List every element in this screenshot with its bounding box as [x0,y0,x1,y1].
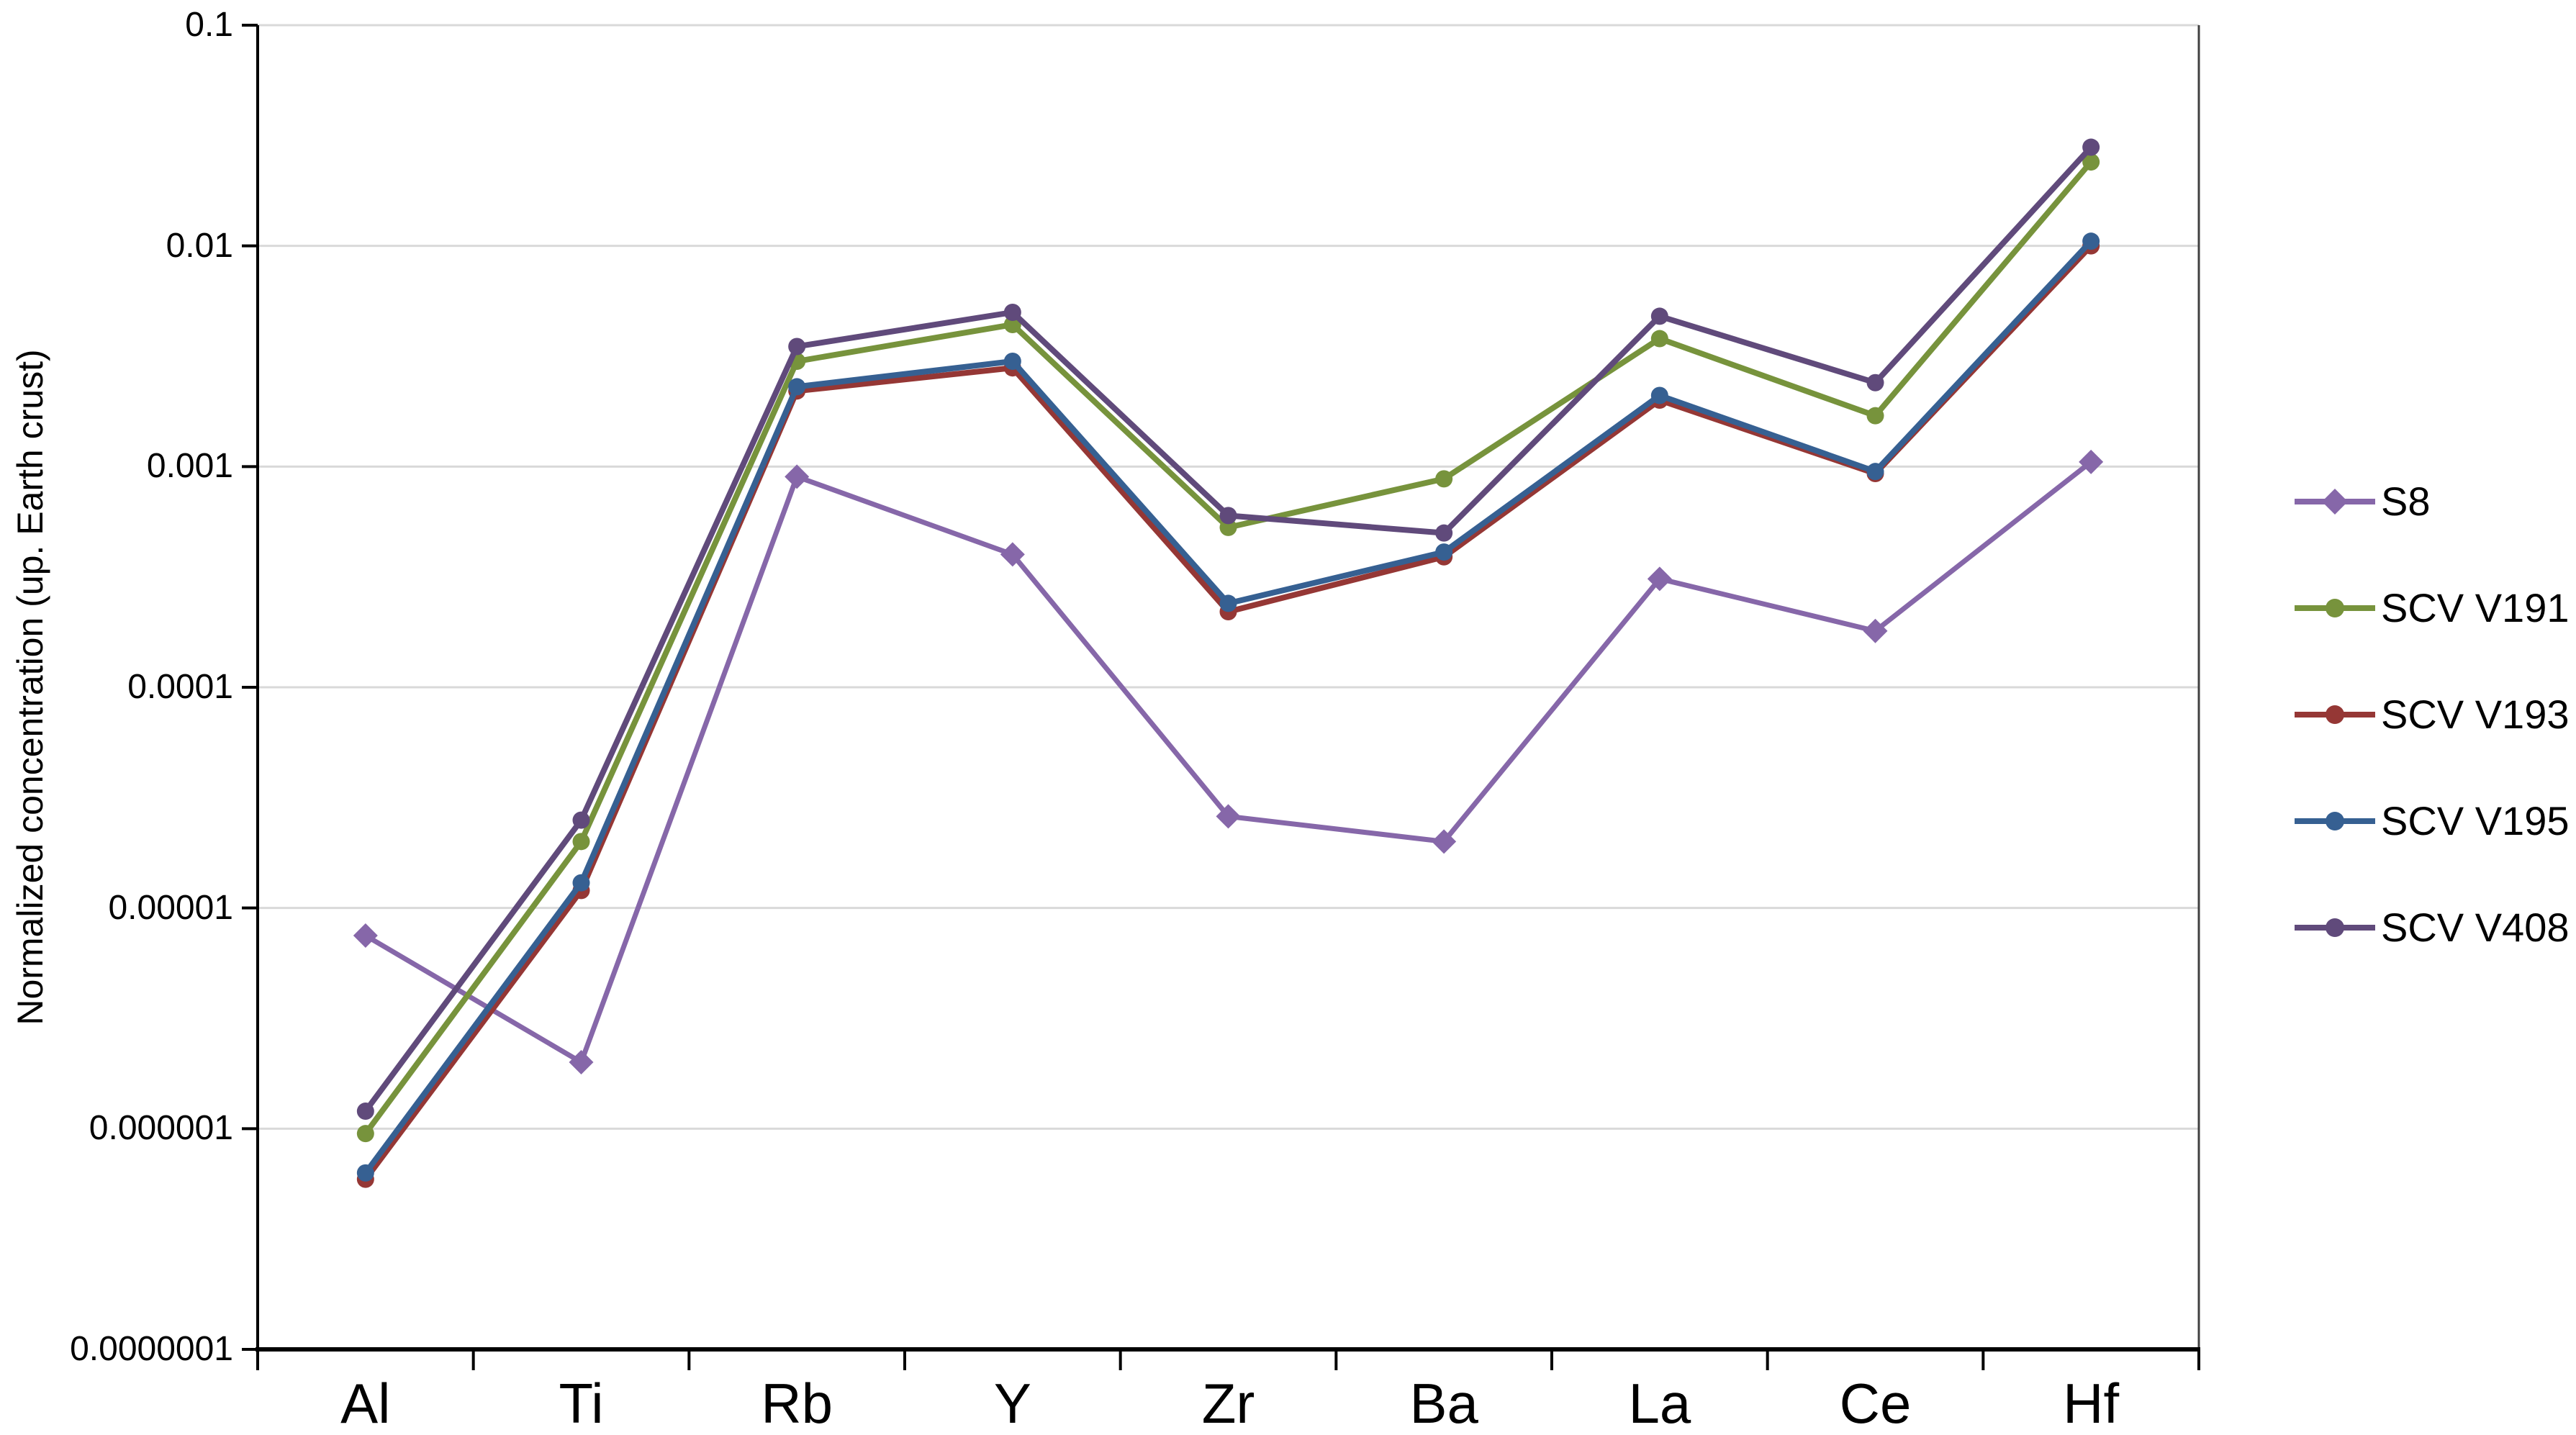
line-circle-marker-icon [2295,812,2375,830]
x-tick-label: Hf [2063,1372,2120,1435]
data-point-SCV-V195-Al [356,1164,374,1182]
line-diamond-marker-icon [2295,489,2375,515]
legend-item: SCV V408 [2293,905,2570,951]
x-tick-label: Zr [1201,1372,1255,1435]
data-point-SCV-V191-Zr [1219,518,1237,536]
data-point-SCV-V408-Ti [572,811,590,829]
data-point-SCV-V408-Hf [2082,138,2100,156]
data-point-SCV-V191-Hf [2082,153,2100,171]
data-point-SCV-V408-Y [1003,303,1021,321]
series-line-SCV-V195 [363,239,2094,1175]
data-point-SCV-V191-Ba [1435,470,1453,488]
circle-marker-icon [2326,918,2344,937]
y-tick-label: 0.0000001 [70,1330,233,1368]
data-point-SCV-V191-Ce [1866,407,1884,425]
data-point-SCV-V195-Hf [2082,232,2100,250]
legend-item-label: S8 [2381,479,2431,524]
circle-marker-icon [2326,812,2344,830]
data-point-S8-Zr [1216,804,1241,829]
data-point-SCV-V408-Al [356,1103,374,1121]
data-point-SCV-V195-Zr [1219,594,1237,612]
line-circle-marker-icon [2295,705,2375,724]
line-circle-marker-icon [2295,918,2375,937]
data-point-SCV-V408-Rb [788,338,806,356]
data-point-SCV-V195-Ti [572,874,590,892]
data-point-S8-Ce [1863,618,1888,643]
series-line-S8 [364,460,2093,1065]
data-point-SCV-V195-Ba [1435,543,1453,561]
legend-item: SCV V193 [2293,692,2570,738]
x-tick-label: La [1628,1372,1691,1435]
legend-item-label: SCV V193 [2381,692,2570,737]
data-point-SCV-V191-Al [356,1125,374,1143]
data-point-S8-Ti [569,1050,594,1075]
legend-item-label: SCV V408 [2381,905,2570,950]
circle-marker-icon [2326,705,2344,724]
legend-item-label: SCV V191 [2381,585,2570,630]
data-point-SCV-V195-Rb [788,378,806,396]
data-point-SCV-V191-La [1650,330,1668,348]
y-tick-label: 0.01 [166,226,233,265]
series-line-SCV-V191 [363,160,2094,1136]
diamond-marker-icon [2322,489,2348,515]
data-point-S8-Al [353,923,378,948]
series-line-SCV-V408 [363,145,2094,1113]
data-point-SCV-V195-Y [1003,353,1021,371]
y-tick-label: 0.00001 [108,888,233,927]
data-point-SCV-V408-La [1650,307,1668,325]
data-point-S8-La [1647,566,1672,592]
x-tick-label: Al [340,1372,391,1435]
legend: S8 SCV V191 SCV V193 SCV V195 SCV V408 [2293,0,2576,1432]
x-tick-label: Ti [559,1372,604,1435]
x-tick-label: Ce [1839,1372,1912,1435]
legend-item: SCV V191 [2293,585,2570,631]
y-tick-label: 0.0001 [127,668,233,706]
data-point-SCV-V408-Zr [1219,507,1237,525]
x-tick-label: Y [993,1372,1031,1435]
data-point-SCV-V195-La [1650,386,1668,404]
x-tick-label: Ba [1409,1372,1478,1435]
circle-marker-icon [2326,599,2344,617]
data-point-SCV-V408-Ce [1866,374,1884,391]
series-line-SCV-V193 [363,243,2094,1181]
data-point-S8-Rb [785,464,810,489]
legend-item: S8 [2293,479,2431,525]
y-tick-label: 0.001 [146,447,233,486]
data-point-SCV-V195-Ce [1866,463,1884,481]
y-tick-label: 0.000001 [89,1109,233,1148]
data-point-S8-Y [1000,542,1025,567]
data-point-SCV-V191-Ti [572,833,590,851]
data-point-S8-Hf [2079,449,2104,474]
y-tick-label: 0.1 [185,6,233,44]
legend-item-label: SCV V195 [2381,798,2570,843]
line-circle-marker-icon [2295,599,2375,617]
legend-item: SCV V195 [2293,798,2570,844]
data-point-S8-Ba [1432,829,1457,854]
x-tick-label: Rb [761,1372,833,1435]
data-point-SCV-V408-Ba [1435,524,1453,542]
